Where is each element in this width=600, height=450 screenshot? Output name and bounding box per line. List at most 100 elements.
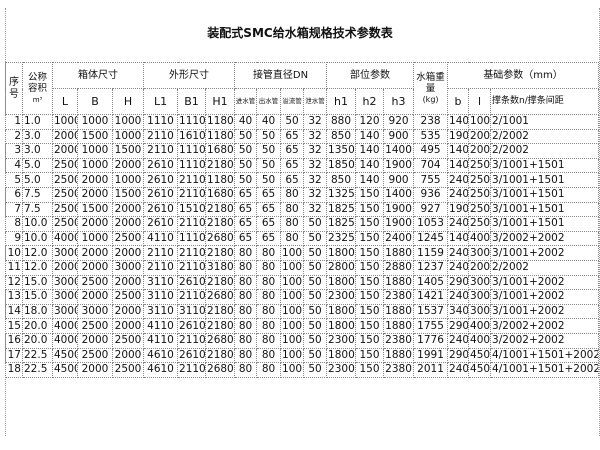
table-cell: 150 bbox=[355, 259, 385, 276]
table-cell: 50 bbox=[303, 259, 328, 276]
table-cell: 1880 bbox=[383, 347, 415, 364]
table-cell: 3000 bbox=[77, 303, 113, 320]
table-cell: 3110 bbox=[143, 303, 179, 320]
table-cell: 1755 bbox=[413, 318, 449, 334]
table-cell: 4110 bbox=[143, 318, 179, 334]
table-cell: 50 bbox=[303, 245, 328, 261]
table-cell: 238 bbox=[413, 114, 449, 130]
table-cell: 3000 bbox=[52, 245, 78, 261]
table-cell: 2000 bbox=[111, 216, 145, 232]
table-cell: 3110 bbox=[143, 274, 179, 291]
table-cell: 2500 bbox=[111, 332, 145, 349]
table-cell: 2000 bbox=[77, 245, 113, 261]
table-cell: 900 bbox=[383, 128, 415, 145]
table-cell: 1900 bbox=[383, 216, 415, 232]
table-cell: 3400 bbox=[447, 303, 470, 320]
table-cell: 50 bbox=[303, 362, 328, 378]
table-cell: 900 bbox=[383, 172, 415, 188]
table-cell: 2880 bbox=[383, 259, 415, 276]
table-cell: 80 bbox=[256, 303, 282, 320]
table-cell: 150 bbox=[355, 274, 385, 291]
table-row: 1520.04000250020004110261021808080100501… bbox=[5, 318, 600, 334]
table-cell: 2500 bbox=[77, 347, 113, 364]
table-cell: 2610 bbox=[143, 201, 179, 218]
table-cell: 1400 bbox=[447, 230, 470, 247]
table-cell: 150 bbox=[355, 289, 385, 305]
table-cell: 3000 bbox=[52, 289, 78, 305]
table-cell: 80 bbox=[234, 245, 258, 261]
table-cell: 2110 bbox=[143, 143, 179, 159]
table-cell: 3.0 bbox=[22, 143, 53, 159]
table-row: 45.0250010002000261011102180505065321850… bbox=[5, 157, 600, 174]
table-cell: 1680 bbox=[205, 143, 236, 159]
table-cell: 5.0 bbox=[22, 172, 53, 188]
table-cell: 1405 bbox=[413, 274, 449, 291]
table-cell: 1900 bbox=[383, 157, 415, 174]
table-cell: 2180 bbox=[205, 245, 236, 261]
table-cell: 80 bbox=[256, 318, 282, 334]
table-cell: 80 bbox=[280, 186, 305, 203]
table-cell: 2000 bbox=[77, 172, 113, 188]
table-cell: 2500 bbox=[77, 274, 113, 291]
table-cell: 2110 bbox=[177, 362, 207, 378]
table-cell: 1776 bbox=[413, 332, 449, 349]
subheader-8: 溢流管 bbox=[280, 88, 305, 115]
table-cell: 1800 bbox=[326, 303, 357, 320]
table-cell: 2680 bbox=[205, 332, 236, 349]
table-cell: 1825 bbox=[326, 216, 357, 232]
table-cell: 4500 bbox=[52, 347, 78, 364]
table-cell: 1000 bbox=[77, 114, 113, 130]
table-cell: 6 bbox=[5, 186, 23, 203]
table-cell: 100 bbox=[280, 303, 305, 320]
table-cell: 9 bbox=[5, 230, 23, 247]
table-cell: 80 bbox=[234, 303, 258, 320]
table-cell: 2400 bbox=[447, 332, 470, 349]
table-cell: 2680 bbox=[205, 362, 236, 378]
table-cell: 32 bbox=[303, 172, 328, 188]
table-row: 810.025002000200026102110218065658050182… bbox=[5, 216, 600, 232]
table-cell: 50 bbox=[234, 157, 258, 174]
table-row: 1722.54500250020004610261021808080100501… bbox=[5, 347, 600, 364]
table-cell: 4/1001+1501+2002 bbox=[490, 362, 600, 378]
table-cell: 2400 bbox=[447, 289, 470, 305]
table-cell: 2180 bbox=[205, 216, 236, 232]
table-cell: 2000 bbox=[111, 274, 145, 291]
table-cell: 1180 bbox=[205, 114, 236, 130]
table-cell: 2500 bbox=[52, 172, 78, 188]
table-cell: 150 bbox=[355, 318, 385, 334]
subheader-6: 进水管 bbox=[234, 88, 258, 115]
table-cell: 2/2002 bbox=[490, 128, 600, 145]
header-base: 基础参数（mm） bbox=[447, 62, 600, 89]
table-cell: 140 bbox=[355, 157, 385, 174]
table-cell: 100 bbox=[280, 259, 305, 276]
table-cell: 15.0 bbox=[22, 289, 53, 305]
table-row: 23.0200015001000211016101180505065328501… bbox=[5, 128, 600, 145]
table-cell: 880 bbox=[326, 114, 357, 130]
subheader-12: h3 bbox=[383, 88, 415, 115]
table-cell: 1110 bbox=[177, 157, 207, 174]
table-cell: 850 bbox=[326, 128, 357, 145]
table-cell: 1001 bbox=[468, 114, 492, 130]
table-cell: 7.5 bbox=[22, 201, 53, 218]
table-cell: 50 bbox=[303, 230, 328, 247]
table-cell: 50 bbox=[303, 274, 328, 291]
table-cell: 3110 bbox=[177, 303, 207, 320]
table-cell: 1053 bbox=[413, 216, 449, 232]
table-cell: 65 bbox=[256, 186, 282, 203]
table-cell: 1800 bbox=[326, 347, 357, 364]
table-cell: 2180 bbox=[205, 157, 236, 174]
table-cell: 704 bbox=[413, 157, 449, 174]
header-outer-size: 外形尺寸 bbox=[143, 62, 236, 89]
table-cell: 2400 bbox=[447, 245, 470, 261]
table-cell: 3/2002+2002 bbox=[490, 230, 600, 247]
table-cell: 3/1001+1501 bbox=[490, 186, 600, 203]
header-weight: 水箱重量 (kg) bbox=[413, 62, 449, 115]
table-cell: 1000 bbox=[52, 114, 78, 130]
table-cell: 50 bbox=[234, 128, 258, 145]
table-cell: 2180 bbox=[205, 201, 236, 218]
